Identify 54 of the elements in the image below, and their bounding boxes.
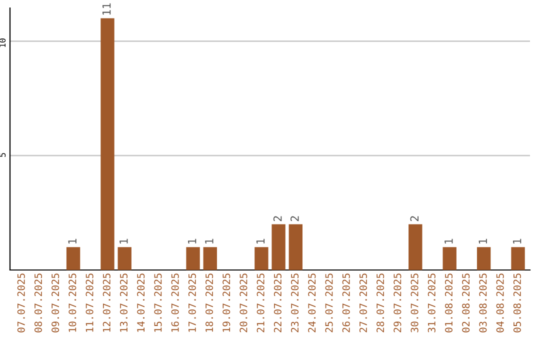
x-tick-label: 26.07.2025 <box>342 274 350 332</box>
x-tick-label: 05.08.2025 <box>513 274 521 332</box>
x-tick-label: 13.07.2025 <box>120 274 128 332</box>
bar <box>476 247 491 270</box>
bar <box>408 224 422 270</box>
x-tick-label: 22.07.2025 <box>274 274 282 332</box>
data-label: 2 <box>410 216 418 222</box>
x-tick-label: 10.07.2025 <box>68 274 76 332</box>
x-tick-label: 17.07.2025 <box>188 274 196 332</box>
x-tick-label: 29.07.2025 <box>394 274 402 332</box>
bar <box>442 247 456 270</box>
x-tick-label: 07.07.2025 <box>17 274 25 332</box>
x-tick-label: 27.07.2025 <box>359 274 368 332</box>
x-tick-label: 21.07.2025 <box>256 274 264 332</box>
x-tick-label: 30.07.2025 <box>410 274 418 332</box>
x-tick-label: 11.07.2025 <box>86 274 94 332</box>
data-label: 1 <box>444 238 453 244</box>
x-tick-label: 04.08.2025 <box>496 274 504 332</box>
x-tick-label: 25.07.2025 <box>325 274 333 332</box>
x-tick-label: 09.07.2025 <box>52 274 60 332</box>
x-tick-label: 12.07.2025 <box>102 274 110 332</box>
data-label: 1 <box>256 238 265 244</box>
bar <box>254 247 268 270</box>
data-label: 1 <box>68 238 76 244</box>
bar <box>272 224 286 270</box>
data-label: 1 <box>120 238 128 244</box>
bar <box>511 247 525 270</box>
x-tick-label: 20.07.2025 <box>240 274 248 332</box>
x-tick-label: 31.07.2025 <box>428 274 436 332</box>
x-tick-label: 08.07.2025 <box>34 274 42 332</box>
x-tick-label: 15.07.2025 <box>154 274 162 332</box>
data-label: 1 <box>478 238 487 244</box>
x-tick-label: 03.08.2025 <box>479 274 487 332</box>
data-label: 11 <box>102 3 111 15</box>
x-tick-label: 14.07.2025 <box>137 274 145 332</box>
data-label: 1 <box>205 238 214 244</box>
x-tick-label: 23.07.2025 <box>291 274 299 332</box>
data-label: 2 <box>290 216 299 222</box>
bar <box>118 247 132 270</box>
x-tick-label: 16.07.2025 <box>171 274 179 332</box>
x-tick-label: 01.08.2025 <box>444 274 453 332</box>
data-label: 1 <box>513 238 522 244</box>
data-label: 1 <box>188 238 196 244</box>
x-tick-label: 19.07.2025 <box>222 274 230 332</box>
x-tick-label: 18.07.2025 <box>205 274 214 332</box>
data-label: 2 <box>273 216 282 222</box>
bar <box>288 224 302 270</box>
x-tick-label: 24.07.2025 <box>308 274 316 332</box>
x-tick-label: 28.07.2025 <box>376 274 384 332</box>
bar <box>186 247 200 270</box>
bar <box>66 247 80 270</box>
bar <box>203 247 217 270</box>
x-tick-label: 02.08.2025 <box>462 274 470 332</box>
bar <box>100 18 114 270</box>
